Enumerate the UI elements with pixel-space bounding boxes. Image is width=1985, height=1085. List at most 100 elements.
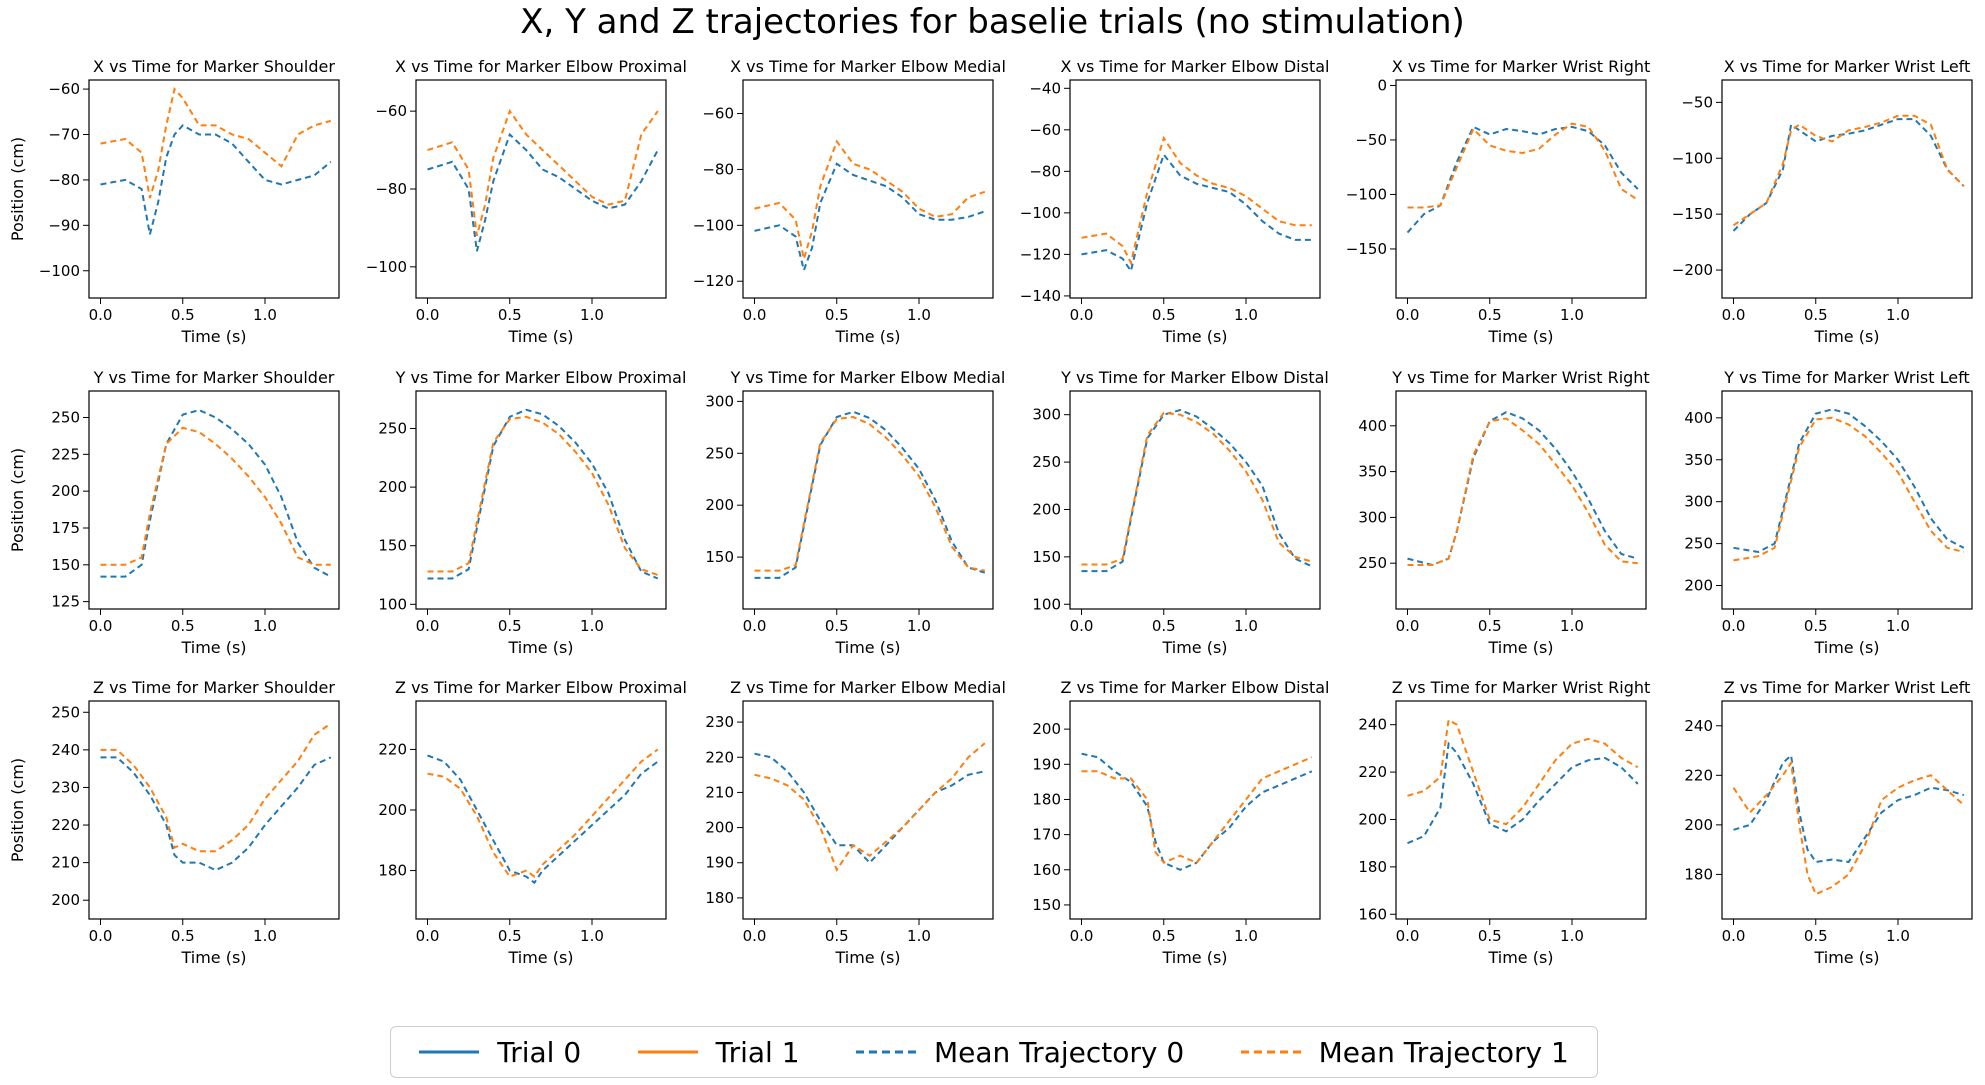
plot-5-xtick-label: 0.0 <box>1396 306 1420 324</box>
plot-3-ytick-label: −120 <box>693 272 734 290</box>
plot-13-frame <box>88 700 340 920</box>
legend: Trial 0 Trial 1 Mean Trajectory 0 Mean T… <box>390 1026 1598 1078</box>
plot-15-frame <box>742 700 994 920</box>
plot-10-xtick-label: 0.0 <box>1070 617 1094 635</box>
plot-4-series-mean-trajectory-0 <box>1081 152 1312 274</box>
plot-16-ytick-label: 170 <box>1032 826 1061 844</box>
plot-12-series-mean-trajectory-1 <box>1733 416 1965 562</box>
plot-4-ytick-label: −60 <box>1029 121 1061 139</box>
plot-2-series-mean-trajectory-1 <box>427 108 659 236</box>
plot-8-ytick-label: 250 <box>378 420 407 438</box>
plot-8-xlabel: Time (s) <box>507 638 573 657</box>
plot-9-axes: Y vs Time for Marker Elbow Medial Time (s… <box>705 368 1005 657</box>
plot-14-title: Z vs Time for Marker Elbow Proximal <box>395 678 687 697</box>
plot-12-frame <box>1721 390 1973 610</box>
plot-6-frame <box>1721 79 1973 299</box>
plot-15-title: Z vs Time for Marker Elbow Medial <box>730 678 1006 697</box>
plot-15-ytick-label: 230 <box>705 713 734 731</box>
plot-6-ytick-label: −200 <box>1672 261 1713 279</box>
plot-3-axes: X vs Time for Marker Elbow Medial Time (s… <box>693 57 1006 346</box>
plot-1-ytick-label: −70 <box>48 126 80 144</box>
plot-2-xtick-label: 0.5 <box>498 306 522 324</box>
plot-2-frame <box>415 79 667 299</box>
plot-15-xtick-label: 0.0 <box>743 927 767 945</box>
plot-13-ytick-label: 220 <box>51 816 80 834</box>
plot-1-xtick-label: 0.0 <box>89 306 113 324</box>
plot-15-series-mean-trajectory-0 <box>754 752 986 865</box>
plot-17-ytick-label: 160 <box>1358 905 1387 923</box>
plot-4-ytick-label: −40 <box>1029 79 1061 97</box>
plot-3-series-mean-trajectory-0 <box>754 162 986 274</box>
plot-16-ytick-label: 200 <box>1032 720 1061 738</box>
plot-7-ylabel: Position (cm) <box>8 448 27 552</box>
plot-9-xtick-label: 0.5 <box>825 617 849 635</box>
plot-1-ylabel: Position (cm) <box>8 137 27 241</box>
plot-10-title: Y vs Time for Marker Elbow Distal <box>1060 368 1329 387</box>
plot-9-series-mean-trajectory-1 <box>754 415 985 572</box>
plot-7-ytick-label: 225 <box>51 445 80 463</box>
plot-6-series-mean-trajectory-1 <box>1732 114 1965 227</box>
plot-18-xtick-label: 1.0 <box>1886 927 1910 945</box>
plot-18-ytick-label: 180 <box>1684 865 1713 883</box>
plot-7-series-mean-trajectory-1 <box>100 426 331 566</box>
plot-18-ytick-label: 200 <box>1684 816 1713 834</box>
plot-9-title: Y vs Time for Marker Elbow Medial <box>730 368 1006 387</box>
plot-5-series-mean-trajectory-1 <box>1407 122 1639 209</box>
plot-16-frame <box>1069 700 1321 920</box>
plot-10-series-mean-trajectory-0 <box>1081 408 1313 573</box>
plot-8-frame <box>415 390 667 610</box>
plot-17-ytick-label: 200 <box>1358 810 1387 828</box>
plot-18-xlabel: Time (s) <box>1813 948 1879 967</box>
plot-13-axes: Z vs Time for Marker Shoulder Time (s) Pos… <box>8 678 340 967</box>
plot-10-axes: Y vs Time for Marker Elbow Distal Time (s… <box>1032 368 1329 657</box>
plot-5-ytick-label: −100 <box>1346 185 1387 203</box>
plot-16-ytick-label: 150 <box>1032 896 1061 914</box>
plot-16-xtick-label: 0.0 <box>1070 927 1094 945</box>
plot-16-series-mean-trajectory-0 <box>1081 752 1313 871</box>
plot-8-series-mean-trajectory-0 <box>427 408 659 580</box>
plot-15-ytick-label: 200 <box>705 819 734 837</box>
plot-4-xlabel: Time (s) <box>1161 327 1227 346</box>
plot-4-ytick-label: −120 <box>1020 245 1061 263</box>
plot-16-ytick-label: 160 <box>1032 861 1061 879</box>
plot-7-ytick-label: 250 <box>51 409 80 427</box>
plot-8-xtick-label: 0.5 <box>498 617 522 635</box>
plot-11-frame <box>1395 390 1647 610</box>
plot-6-ytick-label: −100 <box>1672 149 1713 167</box>
plot-7-frame <box>88 390 340 610</box>
legend-label-mean-1: Mean Trajectory 1 <box>1318 1035 1569 1069</box>
plot-9-ytick-label: 250 <box>705 444 734 462</box>
plot-7-axes: Y vs Time for Marker Shoulder Time (s) Pos… <box>8 368 340 657</box>
plot-17-ytick-label: 240 <box>1358 716 1387 734</box>
plot-18-series-mean-trajectory-1 <box>1732 760 1965 896</box>
plot-3-frame <box>742 79 994 299</box>
plot-7-ytick-label: 125 <box>51 593 80 611</box>
plot-18-title: Z vs Time for Marker Wrist Left <box>1724 678 1971 697</box>
plot-8-series-mean-trajectory-1 <box>427 415 659 576</box>
plot-14-xtick-label: 0.0 <box>416 927 440 945</box>
plot-17-xtick-label: 0.5 <box>1478 927 1502 945</box>
plot-5-xtick-label: 0.5 <box>1478 306 1502 324</box>
plot-5-ytick-label: −50 <box>1355 131 1387 149</box>
plot-12-xtick-label: 0.0 <box>1722 617 1746 635</box>
plot-8-ytick-label: 100 <box>378 595 407 613</box>
plot-13-ytick-label: 250 <box>51 703 80 721</box>
plot-18-ytick-label: 220 <box>1684 766 1713 784</box>
plot-2-series-mean-trajectory-0 <box>427 132 659 252</box>
plot-14-series-mean-trajectory-1 <box>427 748 659 879</box>
plot-1-ytick-label: −80 <box>48 171 80 189</box>
plot-15-series-mean-trajectory-1 <box>754 742 986 872</box>
plot-2-title: X vs Time for Marker Elbow Proximal <box>395 57 687 76</box>
plot-6-ytick-label: −150 <box>1672 205 1713 223</box>
legend-swatch-mean-0 <box>856 1050 916 1054</box>
plot-7-title: Y vs Time for Marker Shoulder <box>93 368 335 387</box>
plot-4-xtick-label: 1.0 <box>1234 306 1258 324</box>
plot-12-ytick-label: 400 <box>1684 409 1713 427</box>
plot-2-ytick-label: −60 <box>375 102 407 120</box>
plot-15-xtick-label: 1.0 <box>907 927 931 945</box>
plot-11-xtick-label: 1.0 <box>1560 617 1584 635</box>
plot-16-series-mean-trajectory-1 <box>1081 756 1313 864</box>
legend-item-mean-1: Mean Trajectory 1 <box>1240 1035 1569 1069</box>
plot-11-title: Y vs Time for Marker Wrist Right <box>1391 368 1649 387</box>
plot-13-ytick-label: 200 <box>51 891 80 909</box>
